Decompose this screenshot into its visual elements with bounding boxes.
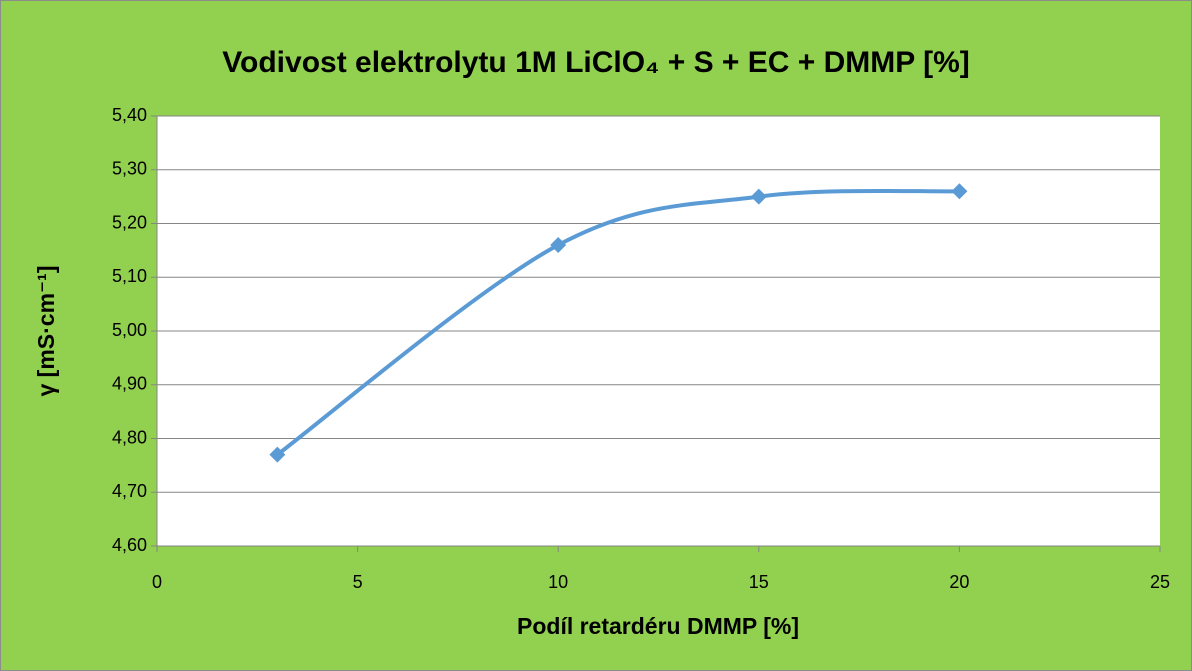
- x-tick-label: 0: [152, 572, 162, 592]
- y-tick-label: 5,00: [112, 320, 147, 340]
- y-tick-label: 5,10: [112, 266, 147, 286]
- x-tick-label: 15: [749, 572, 769, 592]
- y-tick-label: 5,30: [112, 159, 147, 179]
- x-tick-label: 5: [353, 572, 363, 592]
- y-tick-label: 4,90: [112, 374, 147, 394]
- x-tick-label: 20: [949, 572, 969, 592]
- y-tick-label: 4,60: [112, 535, 147, 555]
- marker: [750, 188, 767, 205]
- y-tick-label: 5,40: [112, 105, 147, 125]
- x-tick-label: 10: [548, 572, 568, 592]
- series-line: [276, 188, 960, 457]
- y-tick-label: 4,80: [112, 427, 147, 447]
- y-tick-label: 5,20: [112, 212, 147, 232]
- y-axis-label: γ [mS·cm⁻¹]: [33, 266, 59, 397]
- marker: [269, 446, 286, 463]
- x-axis-label: Podíl retardéru DMMP [%]: [517, 613, 799, 639]
- y-tick-label: 4,70: [112, 481, 147, 501]
- x-tick-label: 25: [1150, 572, 1170, 592]
- marker: [550, 237, 567, 253]
- chart-title: Vodivost elektrolytu 1M LiClO₄ + S + EC …: [222, 46, 970, 79]
- marker: [951, 183, 968, 200]
